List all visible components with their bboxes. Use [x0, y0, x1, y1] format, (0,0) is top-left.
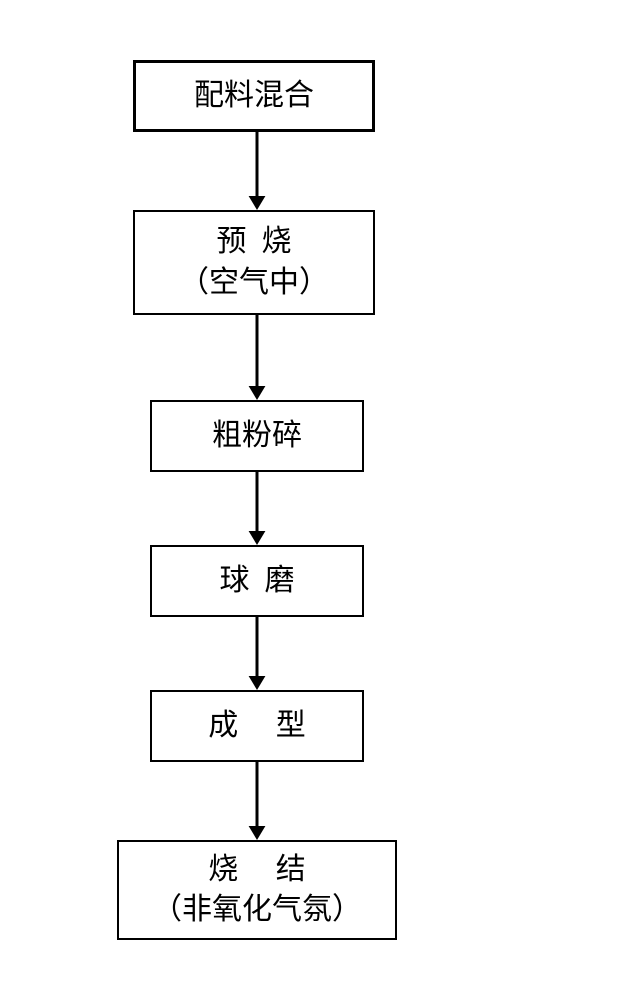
flow-node-forming: 成 型	[150, 690, 364, 762]
flow-node-label: 成 型	[208, 706, 306, 747]
flow-node-label: 烧 结	[208, 850, 306, 891]
flow-node-presinter: 预 烧 （空气中）	[133, 210, 375, 315]
flow-node-sublabel: （空气中）	[179, 263, 329, 304]
flow-node-label: 球 磨	[220, 561, 295, 602]
flow-node-sublabel: （非氧化气氛）	[152, 890, 362, 931]
flow-node-mixing: 配料混合	[133, 60, 375, 132]
flow-node-label: 配料混合	[194, 76, 314, 117]
flow-node-ball-mill: 球 磨	[150, 545, 364, 617]
flowchart-canvas: 配料混合 预 烧 （空气中） 粗粉碎 球 磨 成 型 烧 结 （非氧化气氛）	[0, 0, 632, 1000]
flow-node-label: 预 烧	[217, 222, 292, 263]
flow-node-sintering: 烧 结 （非氧化气氛）	[117, 840, 397, 940]
flow-node-label: 粗粉碎	[212, 416, 302, 457]
flow-node-coarse-crush: 粗粉碎	[150, 400, 364, 472]
